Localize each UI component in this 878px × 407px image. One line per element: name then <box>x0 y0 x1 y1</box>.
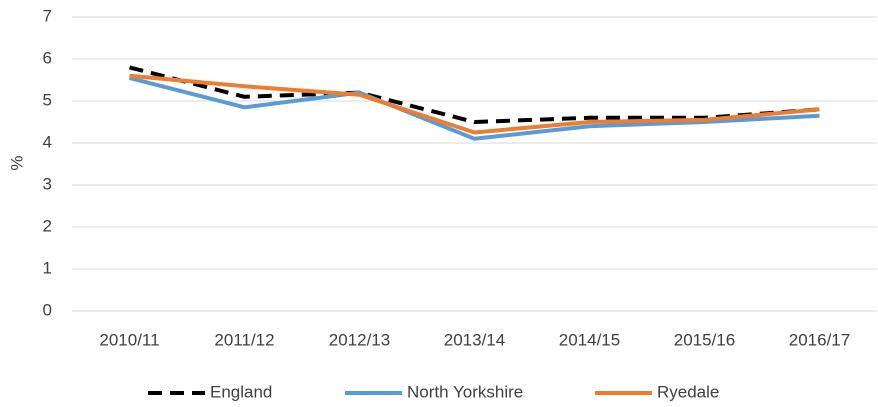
y-tick-label: 7 <box>43 6 52 25</box>
y-tick-label: 4 <box>43 132 52 151</box>
y-tick-label: 6 <box>43 48 52 67</box>
line-series <box>129 75 820 141</box>
y-tick-label: 1 <box>43 258 52 277</box>
line-series <box>129 65 820 124</box>
line-series <box>129 73 820 135</box>
x-tick-label: 2016/17 <box>789 330 850 349</box>
legend-label: England <box>210 382 272 401</box>
x-tick-label: 2014/15 <box>559 330 620 349</box>
legend-label: Ryedale <box>657 382 719 401</box>
x-tick-label: 2015/16 <box>674 330 735 349</box>
x-tick-label: 2012/13 <box>329 330 390 349</box>
y-tick-label: 5 <box>43 90 52 109</box>
x-tick-label: 2010/11 <box>99 330 159 349</box>
legend-label: North Yorkshire <box>407 382 523 401</box>
y-axis-label: % <box>7 155 26 170</box>
x-tick-label: 2013/14 <box>444 330 505 349</box>
y-tick-label: 0 <box>43 300 52 319</box>
x-tick-label: 2011/12 <box>214 330 274 349</box>
y-tick-label: 3 <box>43 174 52 193</box>
y-tick-label: 2 <box>43 216 52 235</box>
